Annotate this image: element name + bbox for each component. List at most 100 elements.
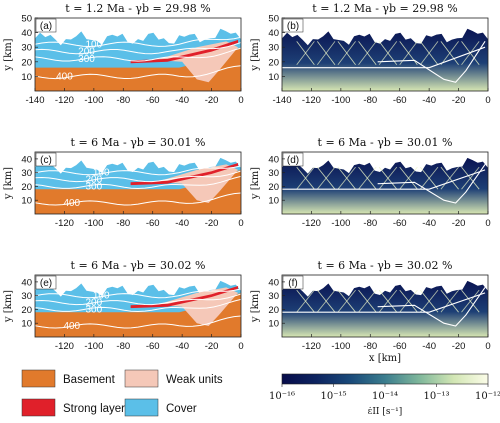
x-tick-label: -80 <box>116 218 130 229</box>
panel-c: t = 6 Ma - γb = 30.01 %100200300400(c)-1… <box>3 136 244 229</box>
axes-frame <box>34 274 242 338</box>
x-tick-label: -120 <box>302 218 321 229</box>
y-axis-label: y [km] <box>3 290 14 323</box>
x-tick-label: -60 <box>393 341 407 352</box>
axes-frame <box>281 151 489 215</box>
panel-letter: (a) <box>35 18 57 33</box>
structure-outline <box>282 46 486 69</box>
y-tick-label: 30 <box>268 43 279 54</box>
colorbar-bar <box>281 373 489 385</box>
panel-letter-box <box>282 152 304 167</box>
y-tick-label: 10 <box>268 196 279 207</box>
x-tick-label: -100 <box>331 341 350 352</box>
shear-band <box>358 41 377 65</box>
legend-swatch <box>124 398 159 417</box>
shear-band <box>316 166 336 190</box>
shear-band <box>399 166 418 190</box>
y-tick-label: 20 <box>268 57 279 68</box>
y-tick-label: 40 <box>268 28 279 39</box>
shear-band <box>296 41 315 65</box>
shear-band <box>337 41 356 65</box>
y-tick-label: 40 <box>21 28 32 39</box>
x-tick-label: -60 <box>393 218 407 229</box>
x-tick-label: -100 <box>331 95 350 106</box>
y-tick-label: 10 <box>21 196 32 207</box>
x-tick-label: -100 <box>84 341 103 352</box>
panel-letter-text: (c) <box>40 155 52 166</box>
x-tick-label: -60 <box>146 95 160 106</box>
weak-units-region <box>135 41 239 83</box>
isotherm-label: 400 <box>56 71 73 82</box>
y-tick-label: 20 <box>21 182 32 193</box>
shear-band <box>419 166 439 190</box>
x-tick-label: -40 <box>422 218 436 229</box>
panel-letter: (d) <box>282 152 304 167</box>
y-axis-label: y [km] <box>3 167 14 200</box>
weak-units-region <box>135 164 239 203</box>
x-tick-label: -80 <box>116 341 130 352</box>
isotherm-label: 100 <box>93 291 110 302</box>
panel-body <box>282 280 488 337</box>
panel-d: t = 6 Ma - γb = 30.01 % (d) -120 -100 -80 -60… <box>250 136 491 229</box>
shear-band <box>440 41 459 65</box>
y-tick-label: 10 <box>268 319 279 330</box>
y-axis-label: y [km] <box>250 38 261 71</box>
y-tick-label: 30 <box>21 43 32 54</box>
legend-item: Basement <box>21 369 116 388</box>
isotherm-line <box>35 65 241 80</box>
panel-letter: (f) <box>282 275 304 290</box>
isotherm-line <box>35 315 241 329</box>
x-tick-label: -120 <box>55 95 74 106</box>
colorbar-tick-label: 10⁻¹⁴ <box>372 391 398 402</box>
y-tick-label: 20 <box>268 182 279 193</box>
isotherm-label: 100 <box>86 39 103 50</box>
shear-band <box>296 166 315 190</box>
shear-band <box>378 41 398 65</box>
panel-e: t = 6 Ma - γb = 30.02 %100200300400(e)-1… <box>3 259 244 352</box>
shear-band <box>440 166 459 190</box>
isotherm-line <box>35 36 241 48</box>
y-tick-label: 30 <box>21 168 32 179</box>
legend-swatch <box>21 398 56 417</box>
y-tick-label: 50 <box>268 14 279 25</box>
isotherm-label: 400 <box>63 198 80 209</box>
isotherm-line <box>35 47 241 62</box>
strain-field <box>282 157 488 214</box>
panel-b: t = 1.2 Ma - γb = 29.98 % (b) -140 -120 -100… <box>250 2 491 106</box>
isotherm-label: 200 <box>86 175 103 186</box>
x-tick-label: -120 <box>302 341 321 352</box>
strong-layer-region <box>130 286 239 309</box>
shear-band <box>461 166 480 190</box>
panel-title: t = 6 Ma - γb = 30.01 % <box>318 136 453 149</box>
x-tick-label: -20 <box>452 218 466 229</box>
shear-band <box>440 289 459 313</box>
strain-field <box>282 28 488 91</box>
colorbar-tick-label: 10⁻¹³ <box>423 391 449 402</box>
y-tick-label: 20 <box>268 305 279 316</box>
isotherm-line <box>35 170 241 183</box>
x-tick-label: -40 <box>175 341 189 352</box>
panel-title: t = 6 Ma - γb = 30.02 % <box>318 259 453 272</box>
axes-frame <box>34 151 242 215</box>
isotherm-line <box>35 192 241 206</box>
structure-outline <box>282 292 486 313</box>
y-tick-label: 20 <box>21 57 32 68</box>
y-tick-label: 30 <box>268 291 279 302</box>
shear-band <box>337 289 356 313</box>
panel-title: t = 6 Ma - γb = 30.02 % <box>71 259 206 272</box>
panel-letter: (b) <box>282 18 304 33</box>
panel-letter-box <box>35 275 57 290</box>
panel-body <box>282 157 488 214</box>
x-tick-label: -20 <box>205 95 219 106</box>
isotherm-line <box>35 42 241 55</box>
shear-band <box>358 166 377 190</box>
legend-item: Strong layer <box>21 398 125 417</box>
x-tick-label: -40 <box>175 95 189 106</box>
structure-outline <box>377 164 486 204</box>
x-tick-label: -80 <box>363 95 377 106</box>
legend-label: Cover <box>166 403 197 415</box>
x-tick-label: -60 <box>146 341 160 352</box>
